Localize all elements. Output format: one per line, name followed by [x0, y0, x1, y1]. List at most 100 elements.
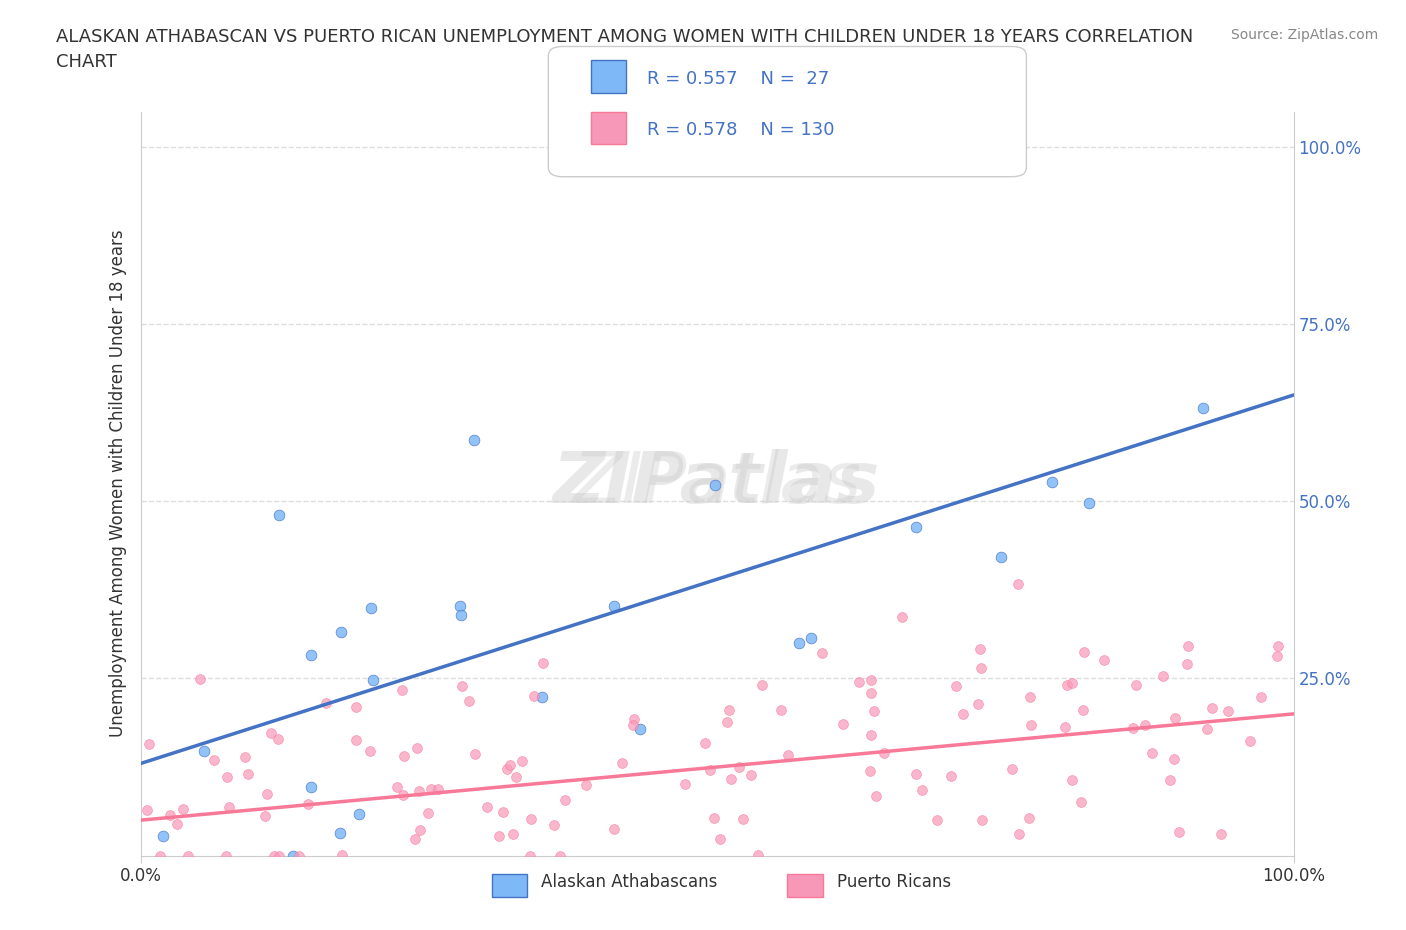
Point: [449, 599, 471, 614]
Point: [492, 805, 515, 820]
Point: [477, 800, 499, 815]
Point: [1071, 703, 1094, 718]
Point: [740, 768, 762, 783]
Point: [858, 764, 880, 778]
Point: [394, 748, 416, 763]
Point: [361, 672, 384, 687]
Point: [602, 598, 624, 613]
Point: [405, 740, 427, 755]
Point: [914, 140, 936, 154]
Point: [751, 677, 773, 692]
Point: [288, 848, 311, 863]
Point: [263, 848, 285, 863]
Point: [391, 683, 413, 698]
Point: [1140, 746, 1163, 761]
Point: [450, 679, 472, 694]
Point: [330, 625, 353, 640]
Point: [1078, 496, 1101, 511]
Point: [733, 812, 755, 827]
Point: [769, 702, 792, 717]
Point: [416, 805, 439, 820]
Point: [720, 772, 742, 787]
Point: [315, 696, 337, 711]
Point: [603, 821, 626, 836]
Point: [1209, 826, 1232, 841]
Point: [138, 737, 160, 751]
Point: [1195, 722, 1218, 737]
Point: [464, 746, 486, 761]
Point: [202, 752, 225, 767]
Point: [966, 697, 988, 711]
Point: [776, 748, 799, 763]
Point: [904, 766, 927, 781]
Point: [952, 707, 974, 722]
Point: [1019, 718, 1042, 733]
Point: [911, 782, 934, 797]
Point: [1073, 644, 1095, 659]
Point: [1135, 717, 1157, 732]
Point: [267, 732, 290, 747]
Point: [873, 745, 896, 760]
Point: [703, 811, 725, 826]
Point: [1216, 703, 1239, 718]
Point: [419, 781, 441, 796]
Point: [458, 694, 481, 709]
Point: [531, 656, 554, 671]
Point: [523, 689, 546, 704]
Point: [329, 826, 352, 841]
Point: [253, 809, 276, 824]
Point: [283, 848, 305, 863]
Point: [1192, 400, 1215, 415]
Point: [704, 478, 727, 493]
Point: [297, 796, 319, 811]
Point: [1265, 648, 1288, 663]
Point: [863, 703, 886, 718]
Point: [1125, 677, 1147, 692]
Point: [267, 848, 290, 863]
Point: [152, 829, 174, 844]
Point: [408, 823, 430, 838]
Point: [510, 753, 533, 768]
Point: [450, 607, 472, 622]
Point: [215, 848, 238, 863]
Point: [1167, 825, 1189, 840]
Point: [1056, 678, 1078, 693]
Point: [727, 760, 749, 775]
Point: [905, 519, 928, 534]
Point: [260, 725, 283, 740]
Point: [970, 660, 993, 675]
Point: [392, 787, 415, 802]
Point: [970, 813, 993, 828]
Point: [218, 799, 240, 814]
Point: [519, 848, 541, 863]
Point: [1040, 475, 1063, 490]
Point: [832, 717, 855, 732]
Point: [1159, 772, 1181, 787]
Point: [488, 829, 510, 844]
Point: [1054, 720, 1077, 735]
Point: [233, 750, 256, 764]
Point: [969, 641, 991, 656]
Point: [718, 702, 741, 717]
Point: [1122, 721, 1144, 736]
Point: [520, 812, 543, 827]
Point: [149, 848, 172, 863]
Text: Source: ZipAtlas.com: Source: ZipAtlas.com: [1230, 28, 1378, 42]
Point: [927, 813, 949, 828]
Point: [267, 508, 290, 523]
Point: [848, 674, 870, 689]
Text: R = 0.578    N = 130: R = 0.578 N = 130: [647, 121, 834, 139]
Point: [709, 831, 731, 846]
Point: [1175, 657, 1198, 671]
Point: [859, 685, 882, 700]
Point: [1153, 669, 1175, 684]
Point: [859, 672, 882, 687]
Point: [215, 770, 238, 785]
Point: [1001, 762, 1024, 777]
Point: [623, 711, 645, 726]
Point: [301, 648, 323, 663]
Point: [1018, 811, 1040, 826]
Point: [699, 763, 721, 777]
Point: [530, 689, 553, 704]
Y-axis label: Unemployment Among Women with Children Under 18 years: Unemployment Among Women with Children U…: [108, 230, 127, 737]
